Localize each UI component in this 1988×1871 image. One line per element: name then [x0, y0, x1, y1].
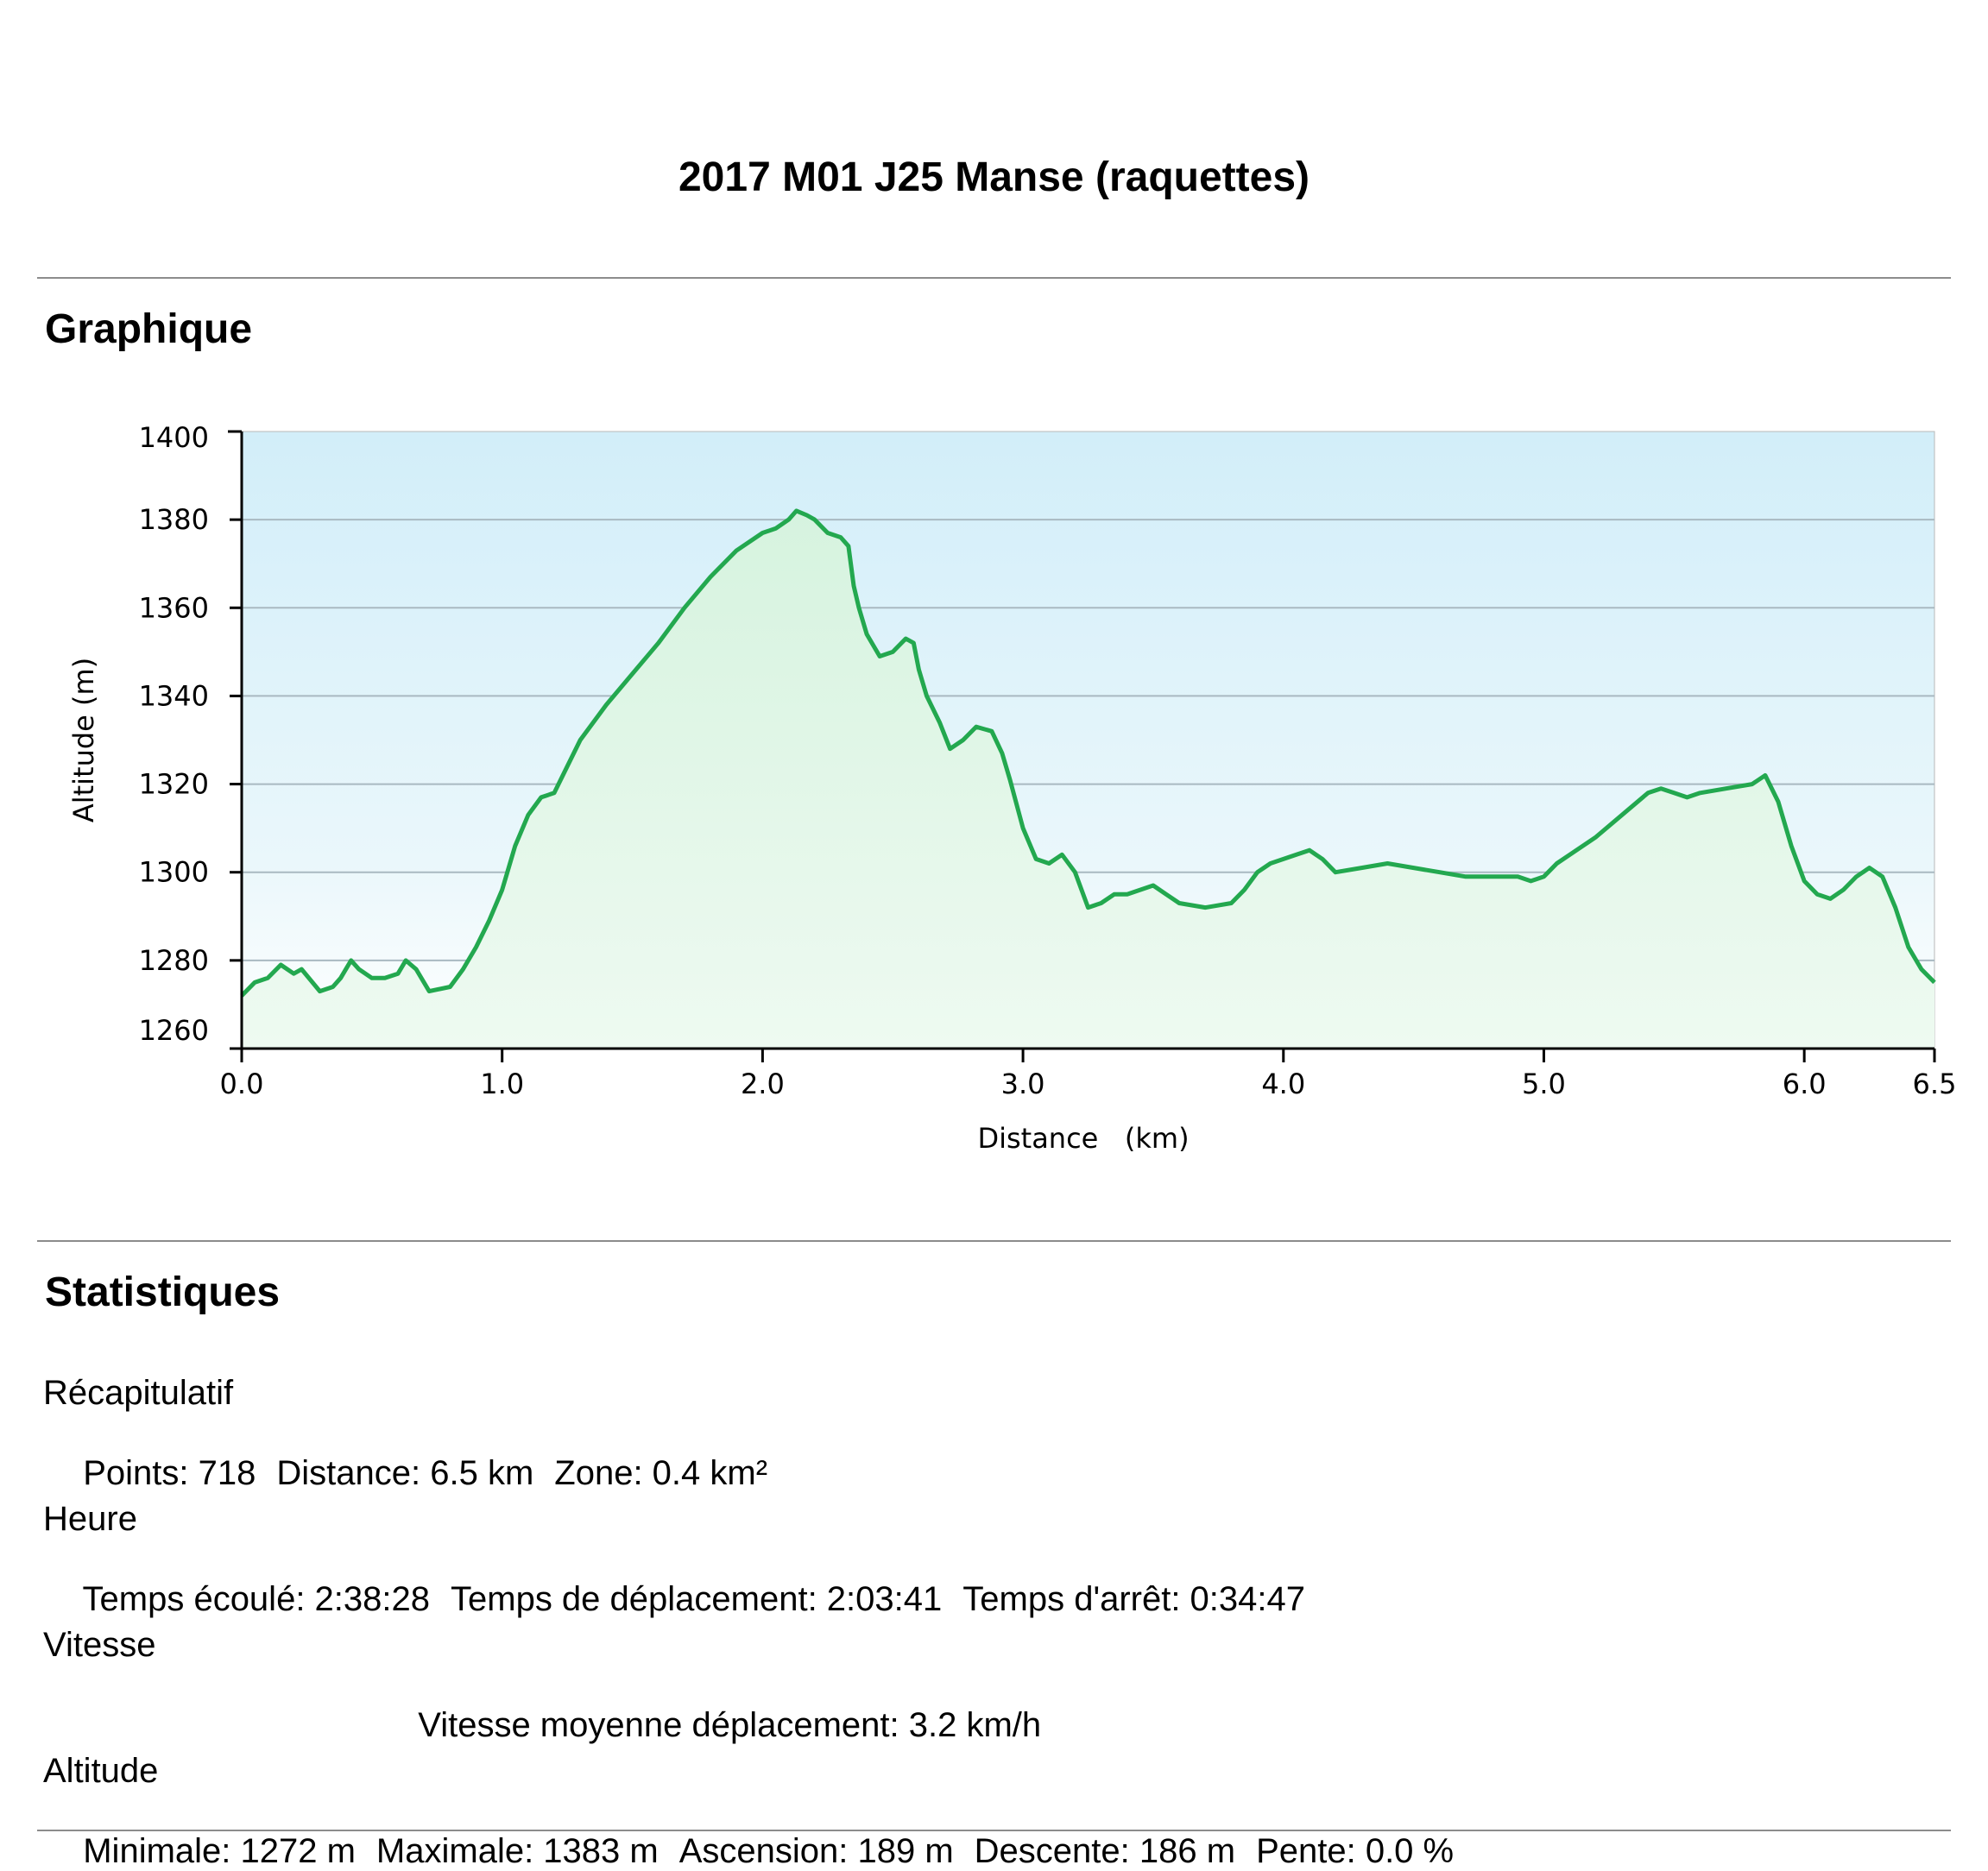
stat-moving-speed: Vitesse moyenne déplacement: 3.2 km/h: [418, 1706, 1042, 1744]
stat-elapsed: Temps écoulé: 2:38:28: [82, 1580, 430, 1618]
stat-slope: Pente: 0.0 %: [1256, 1832, 1455, 1870]
stat-group-speed: Vitesse: [43, 1626, 156, 1664]
x-tick-labels: 0.0 1.0 2.0 3.0 4.0 5.0 6.0 6.5: [220, 1049, 1957, 1100]
stat-zone: Zone: 0.4 km²: [554, 1454, 768, 1492]
y-axis-label: Altitude (m): [67, 658, 100, 822]
x-tick-label: 6.0: [1783, 1068, 1827, 1100]
x-axis-label: Distance (km): [977, 1122, 1189, 1155]
section-title-graph: Graphique: [45, 306, 253, 352]
stat-alt-min: Minimale: 1272 m: [83, 1832, 356, 1870]
elevation-chart: 1260 1280 1300 1320 1340 1360 1380 1400 0.0 1.0 2…: [67, 421, 1957, 1155]
y-tick-labels: 1260 1280 1300 1320 1340 1360 1380 1400: [139, 421, 242, 1050]
stat-points: Points: 718: [83, 1454, 256, 1492]
page-title: 2017 M01 J25 Manse (raquettes): [678, 154, 1310, 200]
y-tick-label: 1280: [139, 944, 209, 977]
stat-line-altitude: Minimale: 1272 m Maximale: 1383 m Ascensio…: [64, 1793, 1474, 1871]
y-tick-label: 1340: [139, 679, 209, 712]
x-tick-label: 3.0: [1001, 1068, 1045, 1100]
section-title-stats: Statistiques: [45, 1269, 281, 1315]
stat-alt-max: Maximale: 1383 m: [376, 1832, 659, 1870]
elevation-line: [240, 508, 1936, 998]
divider-bottom: [37, 1830, 1951, 1831]
elevation-area: [242, 510, 1934, 1049]
stat-distance: Distance: 6.5 km: [276, 1454, 534, 1492]
stat-ascent: Ascension: 189 m: [678, 1832, 954, 1870]
y-tick-label: 1300: [139, 856, 209, 889]
y-tick-label: 1360: [139, 591, 209, 624]
x-tick-label: 0.0: [220, 1068, 264, 1100]
x-tick-label: 5.0: [1522, 1068, 1566, 1100]
x-tick-label: 6.5: [1913, 1068, 1957, 1100]
divider-middle: [37, 1240, 1951, 1242]
y-tick-label: 1400: [139, 421, 209, 454]
stat-line-recap: Points: 718 Distance: 6.5 km Zone: 0.4 km²: [64, 1415, 788, 1493]
stat-line-speed: Vitesse moyenne déplacement: 3.2 km/h: [399, 1667, 1062, 1745]
x-tick-label: 1.0: [480, 1068, 524, 1100]
y-tick-label: 1320: [139, 768, 209, 801]
stat-group-altitude: Altitude: [43, 1752, 159, 1790]
stat-group-recap: Récapitulatif: [43, 1374, 234, 1412]
x-tick-label: 4.0: [1261, 1068, 1305, 1100]
y-tick-label: 1380: [139, 503, 209, 536]
stat-descent: Descente: 186 m: [974, 1832, 1236, 1870]
x-tick-label: 2.0: [741, 1068, 785, 1100]
stat-moving-time: Temps de déplacement: 2:03:41: [451, 1580, 943, 1618]
stat-group-time: Heure: [43, 1500, 137, 1538]
divider-top: [37, 277, 1951, 279]
stat-line-time: Temps écoulé: 2:38:28 Temps de déplacemen…: [64, 1541, 1326, 1619]
y-tick-label: 1260: [139, 1014, 209, 1047]
stat-stopped-time: Temps d'arrêt: 0:34:47: [962, 1580, 1306, 1618]
